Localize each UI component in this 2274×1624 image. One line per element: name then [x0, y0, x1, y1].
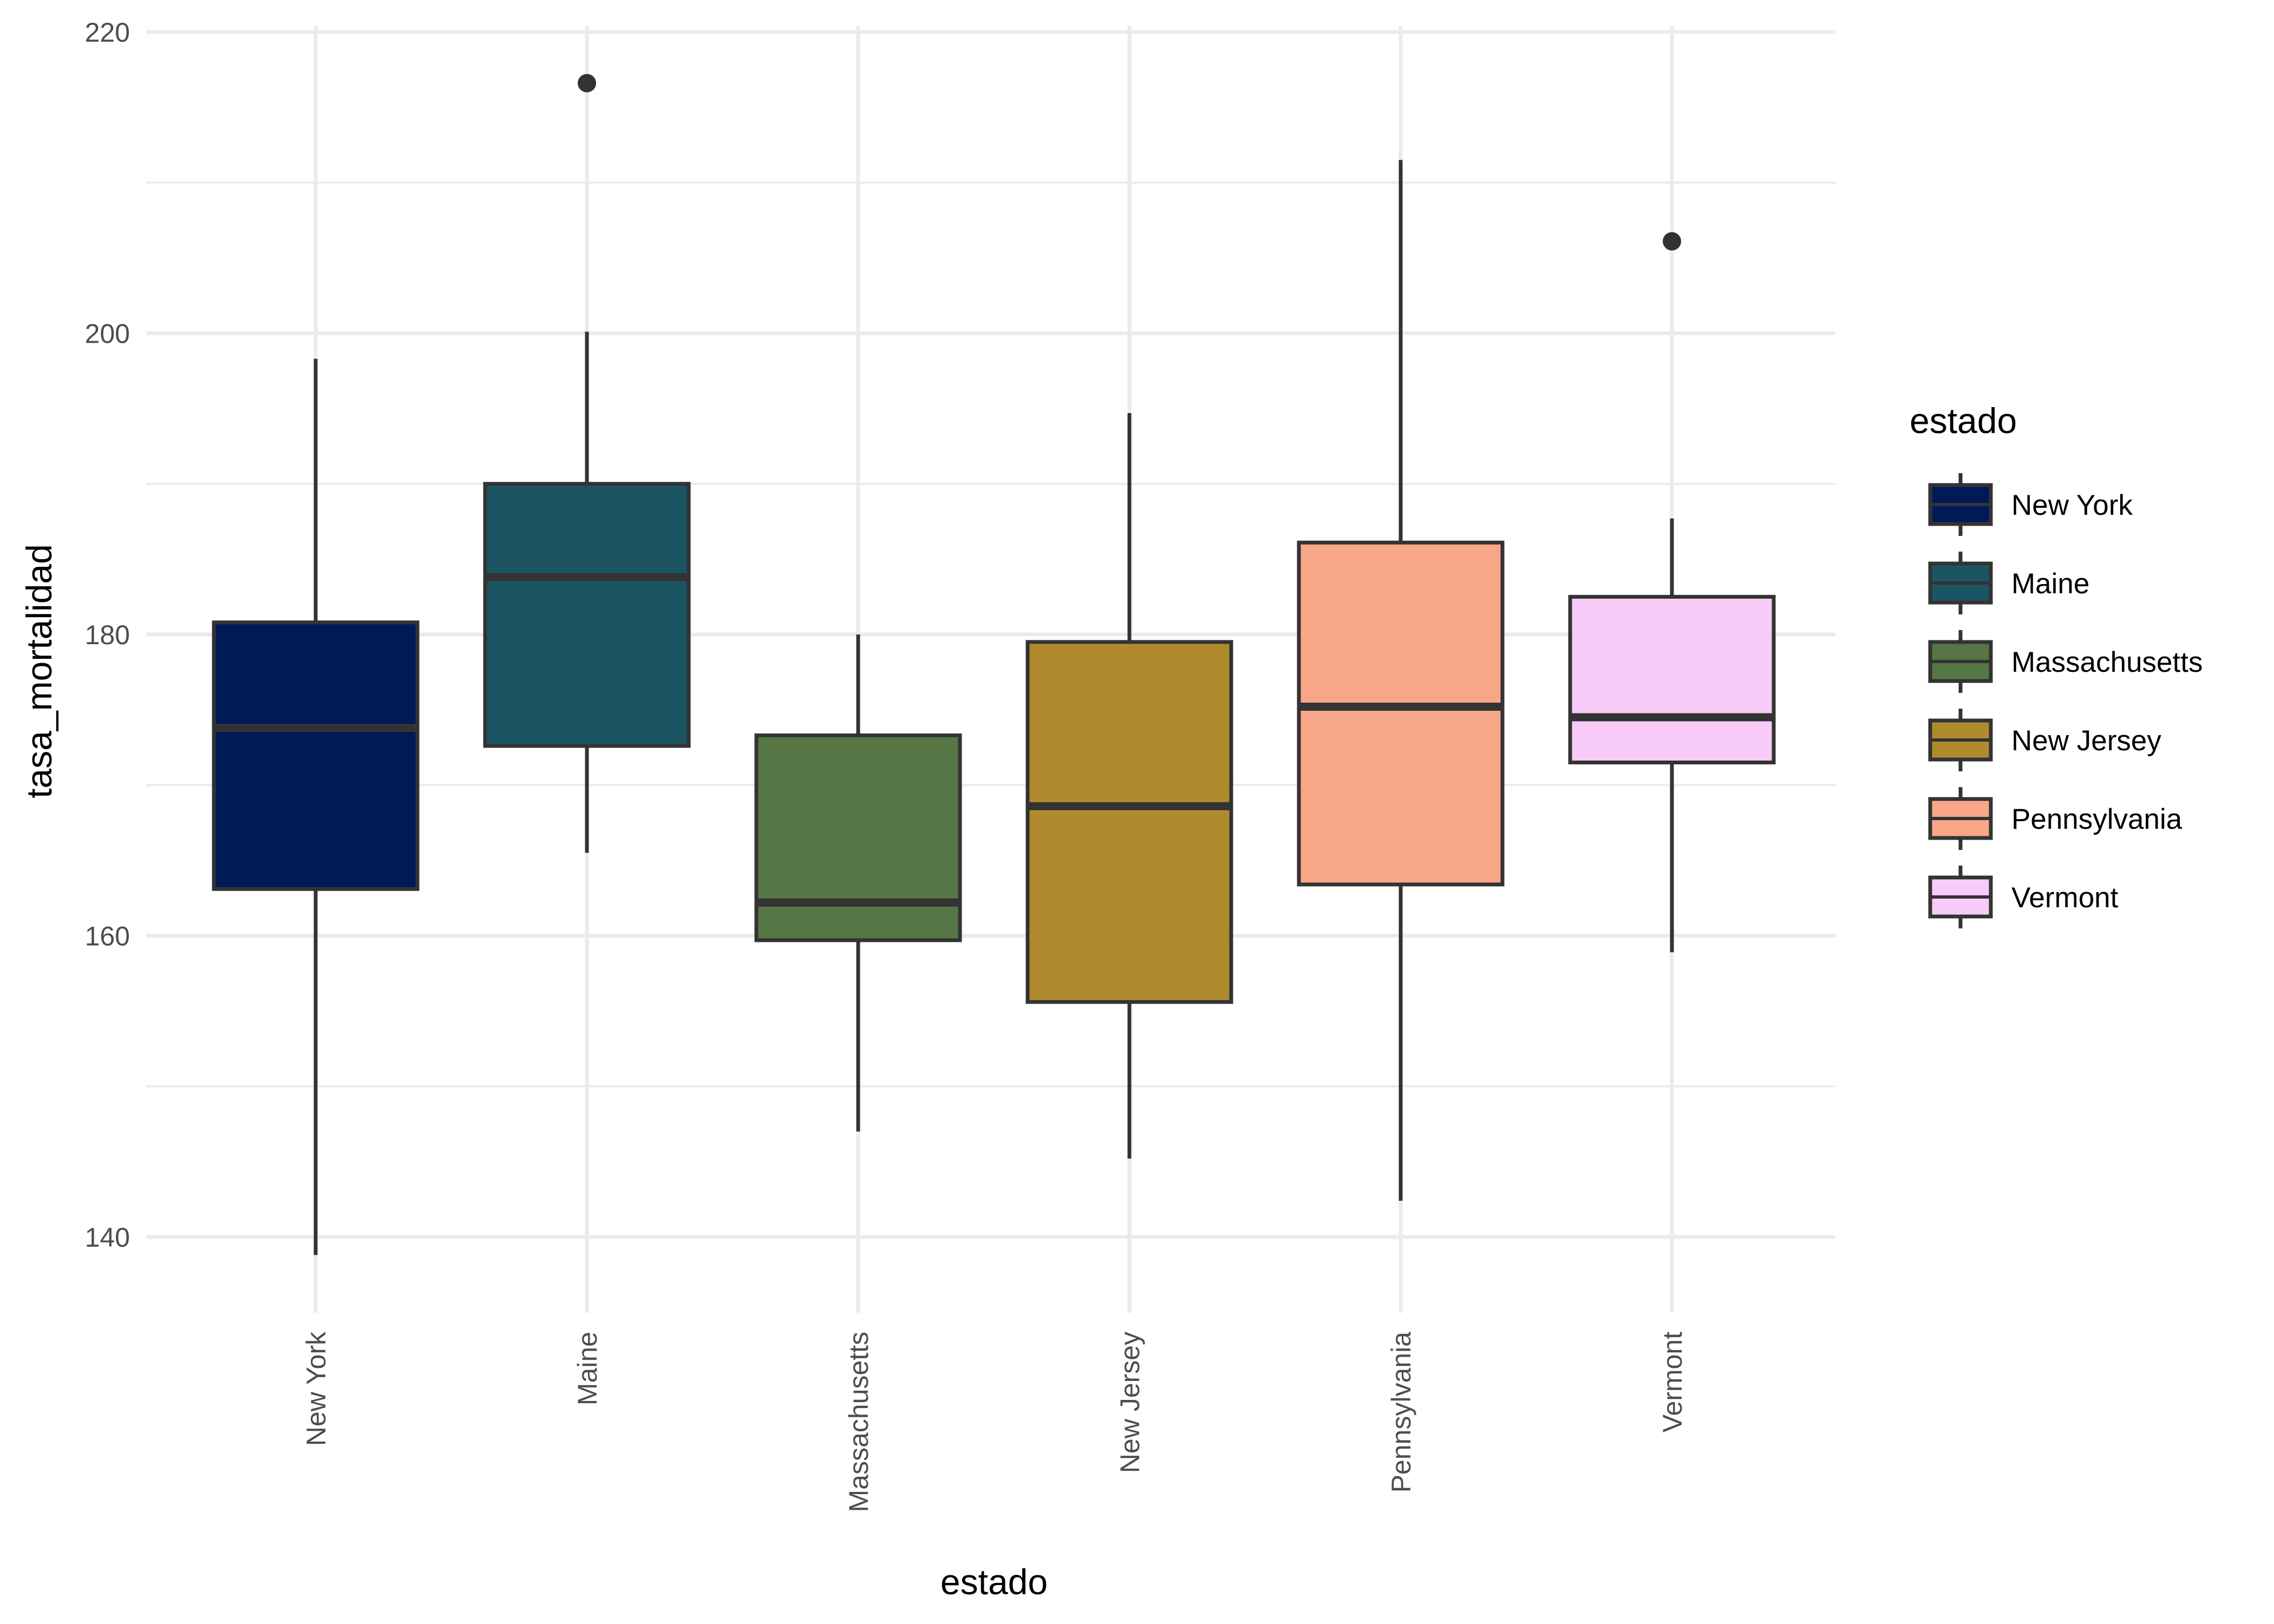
x-tick-label: Pennsylvania [1386, 1332, 1416, 1493]
outlier-point [578, 74, 596, 93]
legend-label: Maine [2011, 568, 2089, 600]
x-axis-ticks: New York Maine Massachusetts New Jersey Penn… [301, 1331, 1688, 1512]
box-vermont [1568, 232, 1776, 953]
x-axis-title: estado [940, 1562, 1048, 1602]
iqr-box [1297, 540, 1505, 887]
legend-label: Vermont [2011, 882, 2119, 914]
y-tick-label: 220 [85, 17, 130, 48]
legend-item: Pennsylvania [1928, 787, 2182, 850]
x-tick-label: New Jersey [1115, 1332, 1145, 1473]
iqr-box [483, 482, 691, 748]
legend-item: New York [1928, 473, 2133, 536]
legend-label: Massachusetts [2011, 646, 2203, 678]
y-tick-label: 140 [85, 1222, 130, 1253]
legend-item: Vermont [1928, 866, 2119, 928]
legend-item: Massachusetts [1928, 630, 2203, 693]
x-tick-label: Maine [572, 1332, 603, 1405]
box-pennsylvania [1297, 160, 1505, 1201]
box-massachusetts [754, 634, 962, 1132]
box-maine [483, 74, 691, 853]
iqr-box [1568, 594, 1776, 765]
y-tick-label: 200 [85, 319, 130, 349]
iqr-box [754, 733, 962, 942]
legend-item: Maine [1928, 552, 2089, 614]
x-tick-label: New York [301, 1331, 331, 1446]
legend-label: Pennsylvania [2011, 803, 2182, 835]
y-tick-label: 180 [85, 620, 130, 650]
legend-item: New Jersey [1928, 709, 2161, 771]
box-new-jersey [1025, 412, 1233, 1159]
legend-label: New Jersey [2011, 725, 2161, 757]
x-tick-label: Vermont [1657, 1332, 1688, 1432]
iqr-box [1025, 640, 1233, 1004]
legend: estado New York Maine Massachusetts New Jer… [1910, 401, 2203, 928]
iqr-box [212, 620, 420, 891]
y-axis-title: tasa_mortalidad [19, 544, 59, 798]
y-axis-ticks: 140 160 180 200 220 [85, 17, 130, 1253]
y-tick-label: 160 [85, 921, 130, 952]
boxes [212, 74, 1776, 1255]
outlier-point [1663, 232, 1681, 251]
legend-title: estado [1910, 401, 2017, 441]
box-new-york [212, 358, 420, 1255]
x-tick-label: Massachusetts [844, 1332, 874, 1512]
legend-label: New York [2011, 489, 2133, 521]
